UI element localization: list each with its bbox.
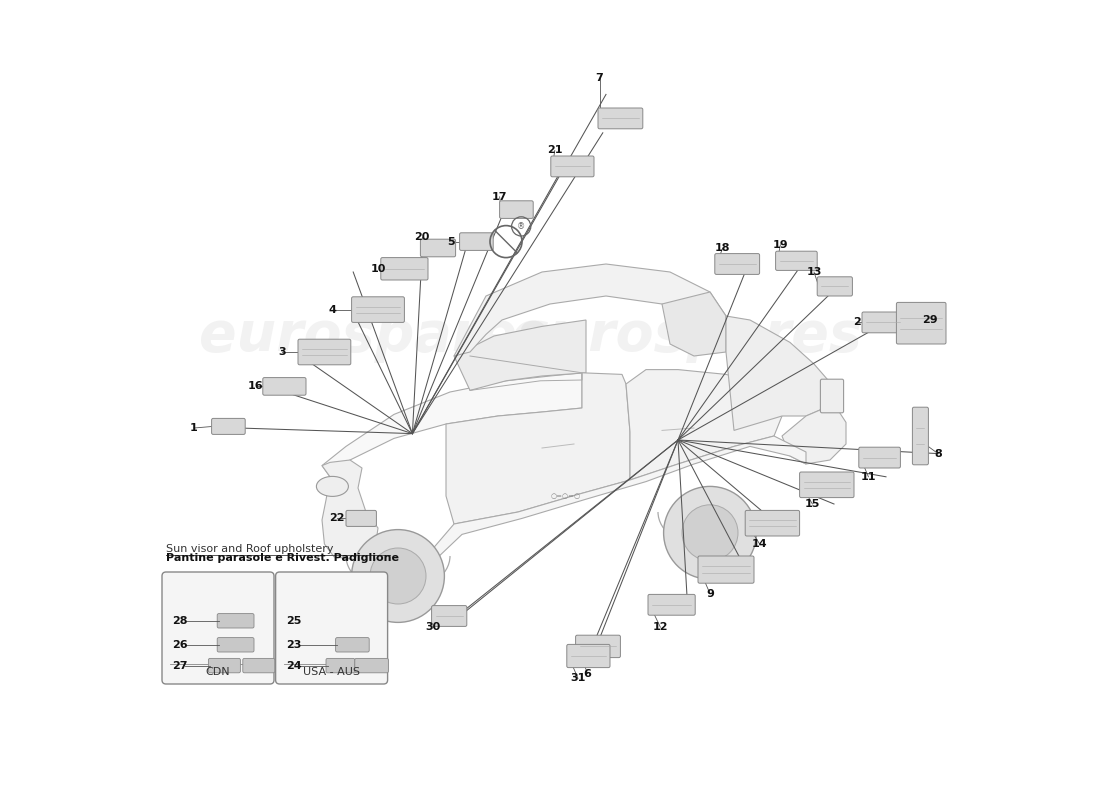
Polygon shape — [322, 373, 582, 477]
FancyBboxPatch shape — [355, 658, 388, 673]
FancyBboxPatch shape — [336, 638, 370, 652]
Text: 6: 6 — [584, 669, 592, 678]
Polygon shape — [446, 373, 630, 524]
FancyBboxPatch shape — [566, 645, 610, 667]
FancyBboxPatch shape — [800, 472, 854, 498]
FancyBboxPatch shape — [420, 239, 455, 257]
Polygon shape — [454, 264, 726, 356]
Text: 19: 19 — [772, 240, 789, 250]
Polygon shape — [358, 436, 806, 570]
Text: 14: 14 — [751, 539, 768, 549]
FancyBboxPatch shape — [745, 510, 800, 536]
Text: 10: 10 — [371, 264, 386, 274]
FancyBboxPatch shape — [715, 254, 760, 274]
FancyBboxPatch shape — [776, 251, 817, 270]
Polygon shape — [322, 460, 378, 560]
Text: USA - AUS: USA - AUS — [304, 667, 360, 677]
FancyBboxPatch shape — [859, 447, 901, 468]
Text: 3: 3 — [278, 347, 286, 357]
FancyBboxPatch shape — [263, 378, 306, 395]
FancyBboxPatch shape — [326, 658, 355, 673]
FancyBboxPatch shape — [648, 594, 695, 615]
Text: Sun visor and Roof upholstery: Sun visor and Roof upholstery — [166, 544, 333, 554]
Text: 1: 1 — [190, 423, 198, 433]
Text: ○=○=○: ○=○=○ — [551, 493, 581, 499]
Polygon shape — [662, 292, 726, 356]
Text: 13: 13 — [806, 267, 822, 277]
Text: 2: 2 — [854, 318, 861, 327]
FancyBboxPatch shape — [346, 510, 376, 526]
FancyBboxPatch shape — [217, 614, 254, 628]
FancyBboxPatch shape — [862, 312, 903, 333]
Text: 12: 12 — [652, 622, 668, 632]
Polygon shape — [454, 320, 586, 390]
Text: 20: 20 — [415, 232, 430, 242]
Text: 22: 22 — [330, 514, 345, 523]
Circle shape — [370, 548, 426, 604]
FancyBboxPatch shape — [243, 658, 275, 673]
Text: 21: 21 — [547, 146, 562, 155]
FancyBboxPatch shape — [575, 635, 620, 658]
FancyBboxPatch shape — [817, 277, 852, 296]
Text: eurospares: eurospares — [199, 309, 549, 363]
FancyBboxPatch shape — [276, 572, 387, 684]
FancyBboxPatch shape — [499, 201, 534, 218]
Text: 31: 31 — [570, 674, 585, 683]
Text: 28: 28 — [173, 616, 188, 626]
Polygon shape — [626, 370, 782, 480]
FancyBboxPatch shape — [896, 302, 946, 344]
FancyBboxPatch shape — [298, 339, 351, 365]
Text: 9: 9 — [706, 589, 714, 598]
FancyBboxPatch shape — [598, 108, 642, 129]
Text: 24: 24 — [286, 661, 301, 670]
Text: 16: 16 — [248, 382, 263, 391]
Text: 7: 7 — [596, 74, 604, 83]
Text: eurospares: eurospares — [510, 309, 861, 363]
Text: 17: 17 — [492, 192, 507, 202]
Text: 18: 18 — [715, 243, 730, 253]
FancyBboxPatch shape — [162, 572, 274, 684]
FancyBboxPatch shape — [431, 606, 466, 626]
Text: Pantine parasole e Rivest. Padiglione: Pantine parasole e Rivest. Padiglione — [166, 554, 399, 563]
FancyBboxPatch shape — [208, 658, 241, 673]
Text: 23: 23 — [286, 640, 301, 650]
Circle shape — [352, 530, 444, 622]
Polygon shape — [726, 316, 834, 430]
Text: 25: 25 — [286, 616, 301, 626]
Text: 11: 11 — [860, 472, 876, 482]
Text: ®: ® — [517, 222, 526, 231]
FancyBboxPatch shape — [460, 233, 493, 250]
Text: 5: 5 — [447, 237, 454, 246]
Text: 29: 29 — [922, 315, 938, 325]
FancyBboxPatch shape — [381, 258, 428, 280]
Text: 26: 26 — [173, 640, 188, 650]
Text: 27: 27 — [173, 661, 188, 670]
Text: 4: 4 — [329, 305, 337, 314]
FancyBboxPatch shape — [912, 407, 928, 465]
Circle shape — [663, 486, 757, 579]
Ellipse shape — [317, 476, 349, 496]
FancyBboxPatch shape — [211, 418, 245, 434]
FancyBboxPatch shape — [551, 156, 594, 177]
Circle shape — [682, 505, 738, 561]
Text: 30: 30 — [426, 622, 441, 632]
Text: CDN: CDN — [206, 667, 230, 677]
FancyBboxPatch shape — [217, 638, 254, 652]
FancyBboxPatch shape — [698, 556, 754, 583]
FancyBboxPatch shape — [352, 297, 405, 322]
Polygon shape — [782, 404, 846, 464]
FancyBboxPatch shape — [821, 379, 844, 413]
Text: 8: 8 — [934, 449, 942, 458]
Text: 15: 15 — [805, 499, 821, 509]
